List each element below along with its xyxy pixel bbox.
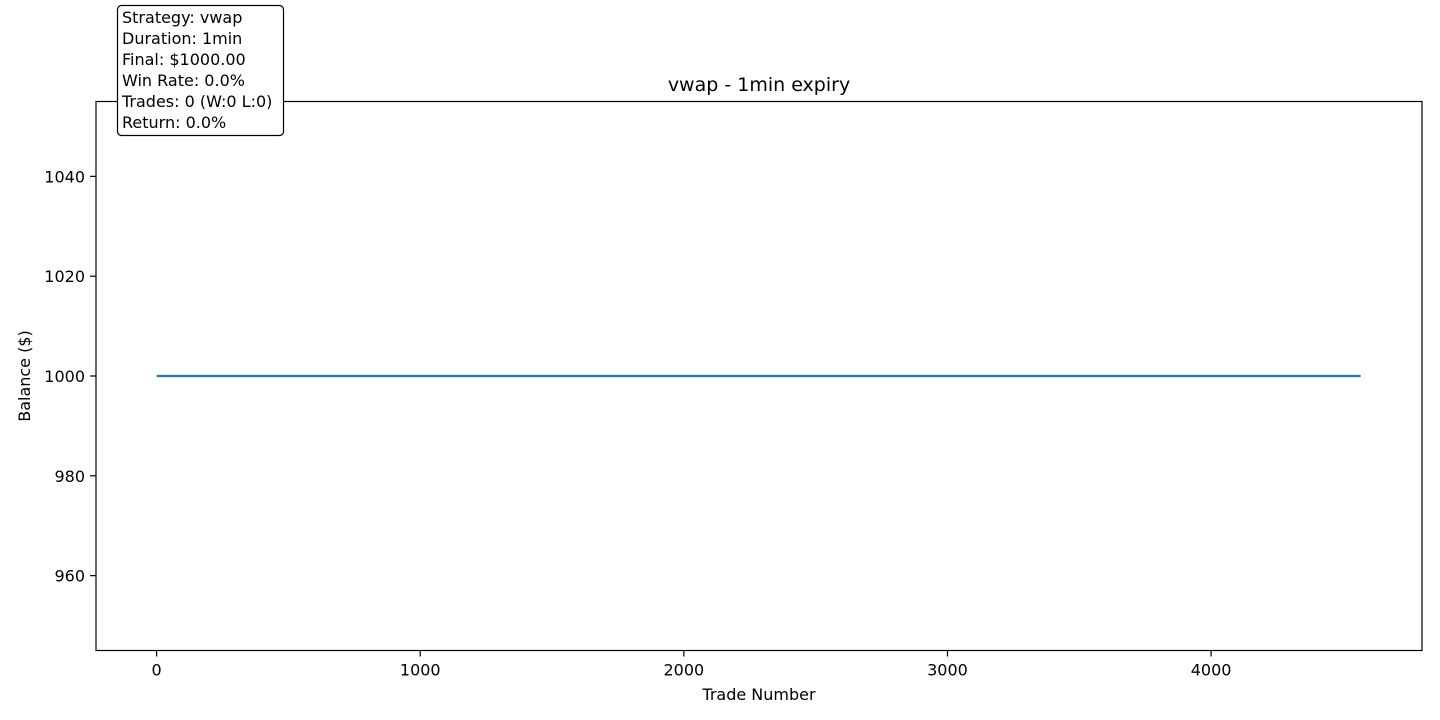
y-axis: 960 980 1000 1020 1040: [44, 167, 96, 586]
x-tick-label-0: 0: [152, 661, 162, 680]
y-tick-label-1: 980: [54, 467, 85, 486]
x-tick-label-3: 3000: [927, 661, 968, 680]
y-tick-label-0: 960: [54, 567, 85, 586]
stats-win-rate: Win Rate: 0.0%: [122, 71, 245, 90]
stats-final: Final: $1000.00: [122, 50, 246, 69]
x-tick-label-2: 2000: [664, 661, 705, 680]
x-tick-label-4: 4000: [1191, 661, 1232, 680]
x-axis: 0 1000 2000 3000 4000: [152, 650, 1232, 680]
x-axis-label: Trade Number: [701, 685, 816, 704]
stats-trades: Trades: 0 (W:0 L:0): [121, 92, 272, 111]
x-tick-label-1: 1000: [400, 661, 441, 680]
y-tick-label-3: 1020: [44, 267, 85, 286]
y-axis-label: Balance ($): [15, 330, 34, 422]
stats-annotation-box: Strategy: vwap Duration: 1min Final: $10…: [116, 4, 285, 137]
stats-return: Return: 0.0%: [122, 113, 226, 132]
stats-box-border: [116, 4, 285, 137]
stats-strategy: Strategy: vwap: [122, 8, 242, 27]
stats-duration: Duration: 1min: [122, 29, 242, 48]
y-tick-label-4: 1040: [44, 167, 85, 186]
chart-title: vwap - 1min expiry: [668, 74, 850, 96]
y-tick-label-2: 1000: [44, 367, 85, 386]
